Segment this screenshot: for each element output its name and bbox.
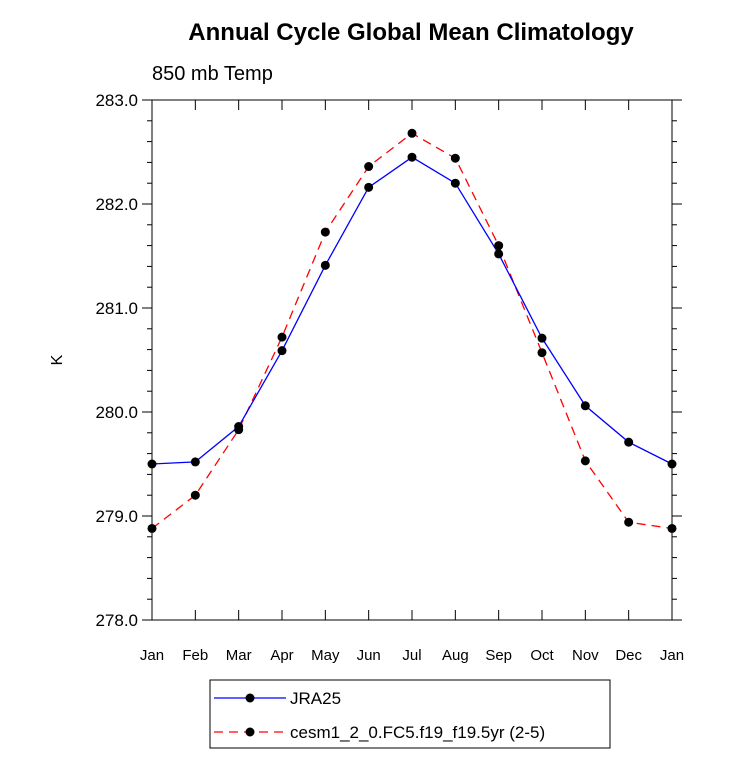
data-point-series-2 [580,456,590,466]
x-tick-label: Jan [660,647,684,664]
plot-frame [151,99,673,621]
data-point-series-1 [624,437,634,447]
x-tick-label: Nov [572,647,599,664]
legend-box [209,679,611,749]
data-point-series-2 [450,153,460,163]
x-tick-label: Apr [270,647,293,664]
x-tick-label: Jul [402,647,421,664]
x-tick-label: Jan [140,647,164,664]
y-axis-label: K [49,354,66,365]
y-tick-label: 279.0 [95,507,138,526]
data-point-series-1 [277,346,287,356]
x-tick-label: Dec [615,647,642,664]
data-point-series-1 [407,152,417,162]
tick-labels: Jan Feb Mar Apr May Jun Jul Aug Sep Oct Nov Dec Jan2… [95,91,684,664]
x-tick-label: Oct [530,647,554,664]
x-tick-label: Jun [357,647,381,664]
data-point-series-2 [624,517,634,527]
data-point-series-2 [234,425,244,435]
axis-ticks [142,99,682,621]
data-point-series-2 [320,227,330,237]
chart-subtitle: 850 mb Temp [152,63,273,85]
x-tick-label: May [311,647,340,664]
data-point-series-1 [450,178,460,188]
x-tick-label: Sep [485,647,512,664]
data-point-series-2 [407,128,417,138]
data-point-series-2 [190,490,200,500]
x-tick-label: Feb [182,647,208,664]
y-tick-label: 281.0 [95,299,138,318]
data-point-series-1 [190,457,200,467]
y-tick-label: 282.0 [95,195,138,214]
data-point-series-2 [494,241,504,251]
y-tick-label: 283.0 [95,91,138,110]
legend: JRA25 cesm1_2_0.FC5.f19_f19.5yr (2-5) [209,679,611,749]
legend-marker-series-1 [245,693,255,703]
series-layer [147,128,677,533]
data-point-series-1 [494,249,504,259]
chart-title: Annual Cycle Global Mean Climatology [188,19,634,46]
data-point-series-1 [364,182,374,192]
series-line-2 [151,132,673,530]
y-tick-label: 280.0 [95,403,138,422]
data-point-series-1 [320,260,330,270]
data-point-series-2 [277,332,287,342]
x-tick-label: Mar [226,647,252,664]
legend-marker-series-2 [245,727,255,737]
y-tick-label: 278.0 [95,611,138,630]
data-point-series-1 [580,401,590,411]
x-tick-label: Aug [442,647,469,664]
series-line-1 [151,156,673,465]
legend-label-series-1: JRA25 [290,689,341,708]
data-point-series-2 [537,348,547,358]
legend-label-series-2: cesm1_2_0.FC5.f19_f19.5yr (2-5) [290,723,545,742]
data-point-series-1 [537,333,547,343]
data-point-series-2 [364,162,374,172]
